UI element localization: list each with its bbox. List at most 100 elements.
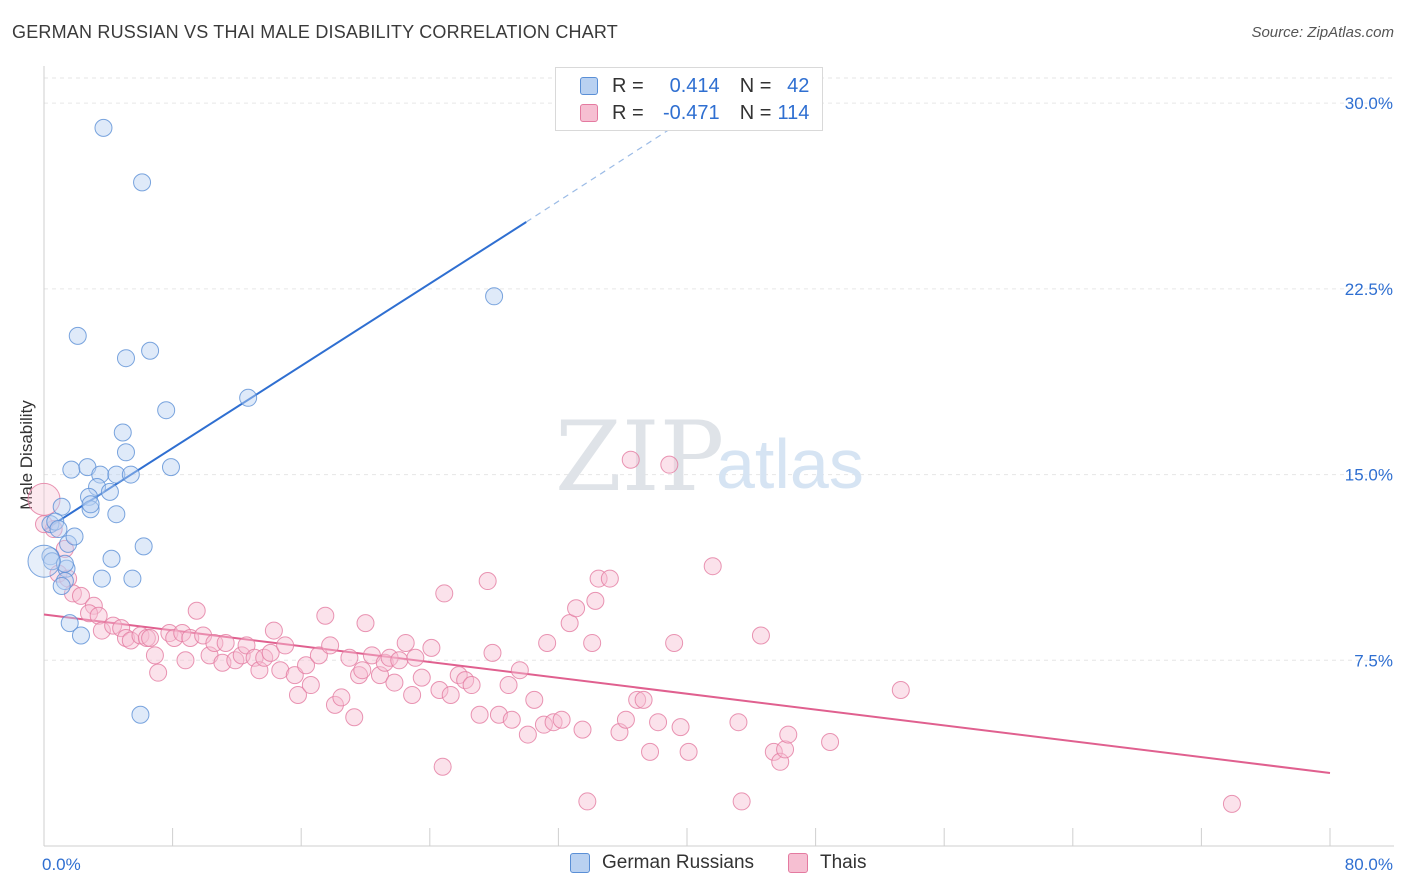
point-thais [671, 718, 690, 737]
point-german-russians [116, 443, 135, 462]
point-thais [518, 725, 537, 744]
point-german-russians [49, 520, 68, 539]
point-thais [891, 681, 910, 699]
legend-swatch-pink [788, 853, 808, 873]
point-thais [764, 742, 783, 761]
stats-box: R = 0.414 N = 42 R = -0.471 N = 114 [555, 67, 823, 131]
point-thais [194, 626, 213, 645]
point-thais [301, 676, 320, 695]
point-thais [325, 695, 344, 714]
point-thais [538, 633, 557, 652]
point-thais [160, 624, 179, 643]
legend-item-thais[interactable]: Thais [788, 850, 866, 876]
point-thais [356, 614, 375, 633]
point-thais [332, 688, 351, 707]
point-thais [116, 629, 135, 647]
n-value: 114 [777, 101, 810, 124]
point-thais [187, 601, 206, 620]
y-tick-label: 7.5% [1354, 651, 1393, 670]
point-german-russians [52, 577, 71, 595]
point-thais [35, 515, 53, 534]
point-thais [552, 710, 571, 729]
point-thais [92, 621, 111, 640]
point-german-russians [485, 287, 504, 306]
point-thais [288, 685, 307, 704]
point-thais [141, 629, 160, 647]
point-german-russians [161, 458, 180, 477]
point-thais [616, 710, 635, 729]
point-thais [660, 455, 679, 474]
point-thais [583, 633, 602, 652]
watermark-zip: ZIP [555, 401, 724, 513]
point-thais [309, 646, 328, 665]
point-thais [422, 638, 441, 657]
point-thais [703, 557, 722, 576]
legend-item-german-russians[interactable]: German Russians [570, 850, 754, 876]
point-german-russians [100, 482, 119, 501]
y-tick-label: 30.0% [1345, 94, 1393, 113]
point-thais [628, 690, 647, 709]
point-thais [271, 661, 290, 680]
point-german-russians [102, 549, 121, 568]
source-label: Source: ZipAtlas.com [1251, 24, 1394, 41]
axes [43, 66, 1394, 847]
point-german-russians [141, 341, 160, 360]
point-german-russians [71, 626, 90, 645]
point-german-russians [59, 534, 78, 553]
point-thais [112, 619, 131, 638]
point-german-russians [55, 572, 74, 591]
point-thais [396, 633, 415, 652]
point-german-russians [157, 401, 176, 420]
y-tick-label: 15.0% [1345, 466, 1393, 485]
point-thais [649, 713, 668, 732]
german-russians-swatch [580, 77, 598, 95]
y-tick-labels: 7.5% 15.0% 22.5% 30.0% [1345, 94, 1393, 670]
point-german-russians [113, 423, 132, 442]
point-thais [89, 606, 108, 625]
point-thais [433, 757, 452, 776]
n-label: N = [739, 74, 772, 97]
point-thais [149, 663, 168, 682]
point-german-russians [134, 537, 153, 556]
point-thais [430, 681, 449, 699]
point-german-russians [116, 349, 135, 368]
point-thais [641, 742, 660, 761]
stats-row-german-russians: R = 0.414 N = 42 [580, 73, 809, 99]
point-german-russians [107, 505, 126, 524]
point-thais [470, 705, 489, 724]
point-thais [621, 450, 640, 469]
point-german-russians [52, 497, 71, 516]
point-thais [729, 713, 748, 732]
point-thais [462, 676, 481, 695]
point-thais [441, 685, 460, 704]
point-thais [578, 792, 597, 811]
point-thais [412, 668, 431, 687]
point-german-russians [92, 569, 111, 588]
point-thais [390, 651, 409, 670]
point-thais [499, 676, 518, 695]
n-label: N = [739, 101, 772, 124]
point-thais [406, 648, 425, 667]
trend-line-thais [43, 613, 1331, 774]
point-thais [779, 725, 798, 744]
x-tick-labels: 0.0% 80.0% [42, 855, 1393, 874]
point-german-russians [107, 465, 126, 484]
point-thais [340, 648, 359, 667]
gridlines [44, 77, 1394, 661]
point-thais [665, 633, 684, 652]
point-thais [679, 742, 698, 761]
point-thais [600, 569, 619, 588]
watermark-atlas: atlas [716, 425, 864, 503]
r-value: 0.414 [669, 74, 720, 97]
point-german-russians [81, 495, 100, 514]
point-thais [55, 539, 74, 558]
point-thais [350, 666, 369, 685]
point-thais [586, 591, 605, 610]
point-thais [483, 643, 502, 662]
r-value: -0.471 [662, 101, 720, 124]
point-thais [435, 584, 454, 603]
point-thais [353, 661, 372, 680]
point-thais [276, 636, 295, 655]
point-german-russians [81, 500, 100, 519]
point-german-russians [94, 118, 113, 137]
